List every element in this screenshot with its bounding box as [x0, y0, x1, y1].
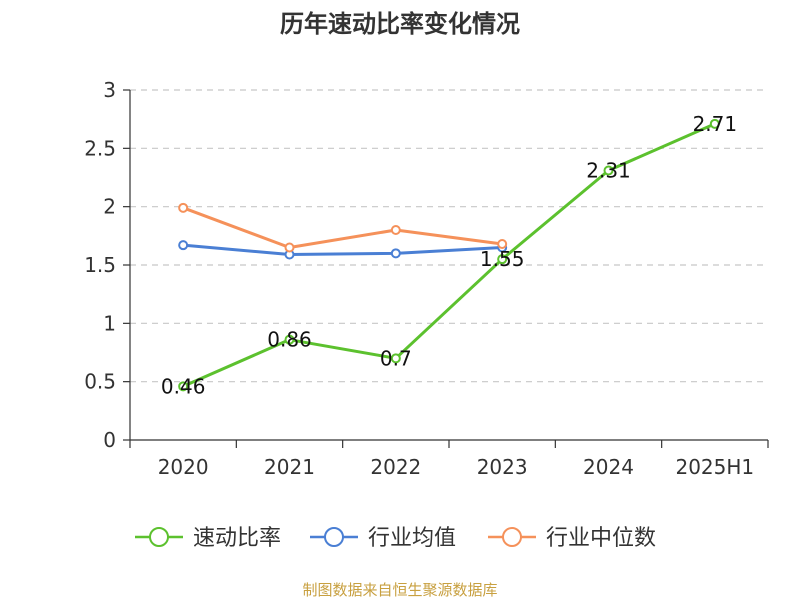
- data-point[interactable]: [178, 240, 189, 251]
- y-tick-label: 0: [103, 428, 116, 452]
- x-tick-label: 2025H1: [675, 455, 754, 479]
- data-label: 0.86: [267, 328, 312, 352]
- x-tick-label: 2023: [477, 455, 528, 479]
- y-tick-label: 3: [103, 78, 116, 102]
- data-point[interactable]: [497, 254, 508, 265]
- data-label-layer: 0.46 0.86 0.7 1.55 2.31 2.71: [161, 112, 737, 399]
- x-tick-label: 2021: [264, 455, 315, 479]
- legend-swatch-marker: [502, 527, 522, 547]
- data-point[interactable]: [178, 381, 189, 392]
- series-line: [183, 243, 503, 256]
- series-line: [182, 206, 503, 249]
- legend-label: 速动比率: [193, 526, 281, 551]
- series-line: [182, 122, 716, 388]
- chart-title: 历年速动比率变化情况: [280, 10, 520, 38]
- y-tick-label: 1.5: [84, 253, 116, 277]
- source-note: 制图数据来自恒生聚源数据库: [302, 581, 497, 599]
- y-tick-label: 2: [103, 195, 116, 219]
- x-tick-label: 2022: [370, 455, 421, 479]
- legend-item[interactable]: 速动比率: [135, 526, 281, 551]
- legend-item[interactable]: 行业均值: [310, 526, 456, 551]
- axis-layer: 0 0.5 1 1.5 2 2.5 3 2020 2021 2022 2023 2024 2025H1: [84, 78, 769, 479]
- legend-swatch-marker: [324, 527, 344, 547]
- data-point[interactable]: [178, 202, 189, 213]
- data-label: 0.7: [380, 346, 412, 370]
- data-point[interactable]: [284, 242, 295, 253]
- data-label: 2.71: [693, 112, 738, 136]
- data-point[interactable]: [390, 225, 401, 235]
- legend-label: 行业中位数: [546, 526, 656, 551]
- legend[interactable]: 速动比率 行业均值 行业中位数: [135, 526, 656, 551]
- series-layer: [178, 118, 720, 392]
- data-label: 0.46: [161, 374, 206, 398]
- y-tick-label: 0.5: [84, 370, 116, 394]
- data-point[interactable]: [390, 353, 401, 364]
- y-tick-label: 1: [103, 311, 116, 335]
- data-label: 1.55: [480, 247, 525, 271]
- legend-swatch-marker: [149, 527, 169, 547]
- data-point[interactable]: [603, 165, 614, 176]
- data-point[interactable]: [709, 118, 720, 129]
- x-tick-label: 2024: [583, 455, 634, 479]
- data-point[interactable]: [497, 239, 508, 249]
- y-tick-label: 2.5: [84, 136, 116, 160]
- data-label: 2.31: [586, 159, 631, 183]
- legend-item[interactable]: 行业中位数: [488, 526, 656, 551]
- x-tick-label: 2020: [158, 455, 209, 479]
- data-point[interactable]: [284, 334, 295, 345]
- data-point[interactable]: [390, 248, 401, 259]
- legend-label: 行业均值: [368, 526, 456, 551]
